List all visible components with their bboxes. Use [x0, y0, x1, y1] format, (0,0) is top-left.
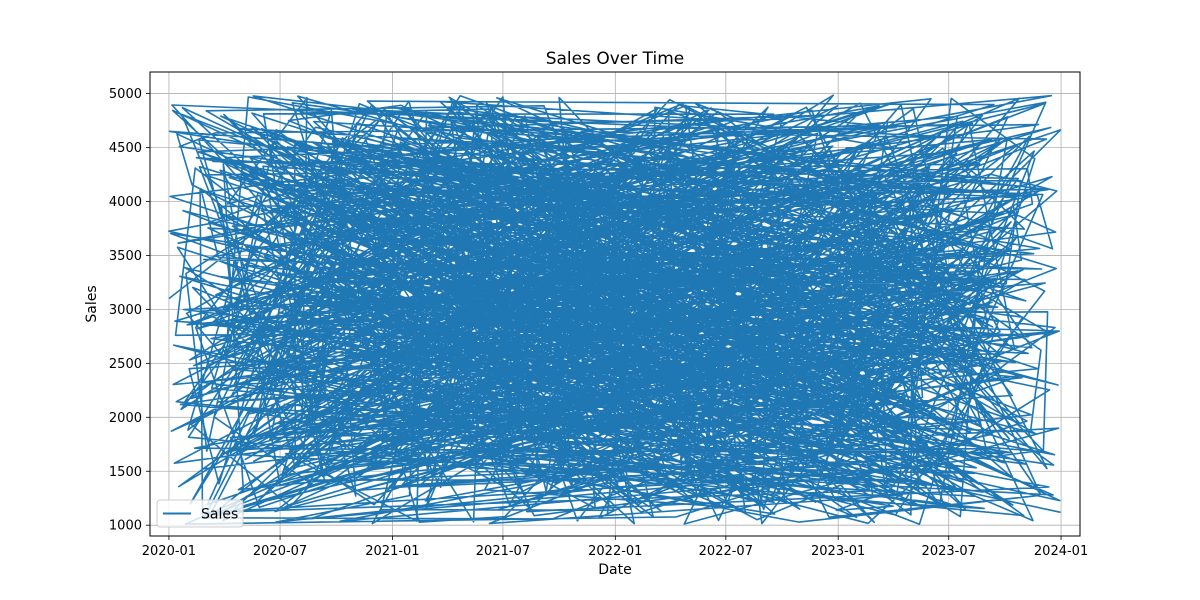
y-tick-label: 1000: [109, 519, 142, 534]
x-axis-ticks: 2020-01 2020-07 2021-01 2021-07 2022-01 2022-…: [142, 536, 1088, 559]
x-tick-label: 2020-01: [142, 544, 196, 559]
y-tick-label: 2500: [109, 357, 142, 372]
y-axis-label: Sales: [84, 285, 100, 322]
y-axis-ticks: 1000 1500 2000 2500 3000 3500 4000 4500 5000: [109, 87, 150, 534]
x-tick-label: 2022-07: [699, 544, 753, 559]
x-tick-label: 2024-01: [1034, 544, 1088, 559]
chart-title: Sales Over Time: [546, 49, 685, 69]
series-layer: [168, 94, 1062, 525]
x-tick-label: 2020-07: [253, 544, 307, 559]
x-tick-label: 2021-07: [476, 544, 530, 559]
series-line-sales: [168, 94, 1062, 525]
legend-box: [156, 499, 244, 528]
x-tick-label: 2021-01: [365, 544, 419, 559]
x-tick-label: 2022-01: [588, 544, 642, 559]
y-tick-label: 1500: [109, 465, 142, 480]
y-tick-label: 5000: [109, 87, 142, 102]
y-tick-label: 3500: [109, 249, 142, 264]
x-tick-label: 2023-01: [811, 544, 865, 559]
x-tick-label: 2023-07: [922, 544, 976, 559]
legend: Sales: [156, 499, 244, 528]
x-axis-label: Date: [598, 562, 631, 578]
y-tick-label: 3000: [109, 303, 142, 318]
y-tick-label: 4500: [109, 141, 142, 156]
y-tick-label: 4000: [109, 195, 142, 210]
legend-label-sales: Sales: [201, 507, 238, 523]
y-tick-label: 2000: [109, 411, 142, 426]
